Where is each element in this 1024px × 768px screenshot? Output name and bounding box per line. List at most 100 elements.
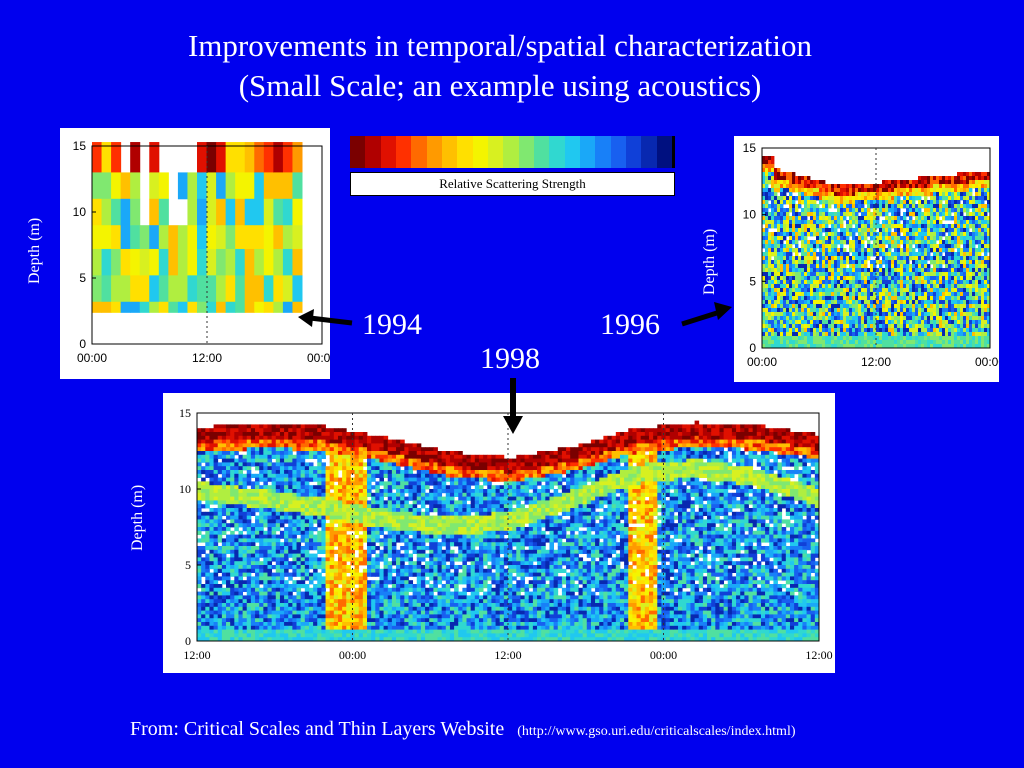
heatmap-cell — [936, 188, 940, 193]
heatmap-cell — [894, 212, 898, 217]
heatmap-cell — [927, 240, 931, 245]
heatmap-cell — [888, 276, 892, 281]
heatmap-cell — [792, 232, 796, 237]
heatmap-cell — [966, 292, 970, 297]
heatmap-cell — [810, 340, 814, 345]
heatmap-cell — [963, 224, 967, 229]
heatmap-cell — [313, 432, 318, 437]
heatmap-cell — [921, 212, 925, 217]
heatmap-cell — [786, 200, 790, 205]
heatmap-cell — [951, 236, 955, 241]
heatmap-cell — [296, 470, 302, 475]
heatmap-cell — [858, 328, 862, 333]
heatmap-cell — [221, 568, 227, 573]
heatmap-cell — [948, 176, 952, 181]
colorbar-swatch — [610, 136, 626, 168]
heatmap-cell — [939, 224, 943, 229]
heatmap-cell — [969, 272, 973, 277]
colorbar-swatch — [457, 136, 473, 168]
heatmap-cell — [840, 296, 844, 301]
heatmap-cell — [906, 196, 910, 201]
heatmap-cell — [819, 252, 823, 257]
heatmap-cell — [975, 260, 979, 265]
heatmap-cell — [762, 300, 766, 305]
heatmap-cell — [897, 288, 901, 293]
heatmap-cell — [849, 344, 853, 349]
heatmap-cell — [819, 308, 823, 313]
heatmap-cell — [828, 316, 832, 321]
heatmap-cell — [966, 312, 970, 317]
heatmap-cell — [300, 489, 306, 494]
heatmap-cell — [969, 172, 973, 177]
heatmap-cell — [888, 204, 892, 209]
heatmap-cell — [876, 184, 880, 189]
heatmap-cell — [234, 603, 239, 608]
heatmap-cell — [810, 264, 814, 269]
heatmap-cell — [870, 268, 874, 273]
heatmap-cell — [201, 466, 206, 471]
heatmap-cell — [304, 447, 310, 452]
heatmap-cell — [885, 232, 889, 237]
heatmap-cell — [197, 508, 202, 513]
heatmap-cell — [774, 208, 778, 213]
heatmap-cell — [855, 248, 859, 253]
heatmap-cell — [855, 260, 859, 265]
heatmap-cell — [226, 515, 231, 520]
heatmap-cell — [957, 296, 961, 301]
heatmap-cell — [906, 312, 910, 317]
heatmap-cell — [825, 256, 829, 261]
heatmap-cell — [792, 340, 796, 345]
heatmap-cell — [234, 481, 239, 486]
heatmap-cell — [921, 224, 925, 229]
heatmap-cell — [263, 568, 268, 573]
heatmap-cell — [867, 300, 871, 305]
heatmap-cell — [308, 599, 314, 604]
heatmap-cell — [246, 428, 252, 433]
heatmap-cell — [813, 340, 817, 345]
heatmap-cell — [230, 454, 235, 459]
heatmap-cell — [894, 188, 898, 193]
heatmap-cell — [882, 296, 886, 301]
heatmap-cell — [205, 606, 210, 611]
heatmap-cell — [963, 236, 967, 241]
heatmap-cell — [987, 276, 991, 281]
heatmap-cell — [783, 272, 787, 277]
heatmap-cell — [271, 508, 277, 513]
heatmap-cell — [900, 264, 904, 269]
heatmap-cell — [978, 344, 982, 349]
heatmap-cell — [221, 504, 227, 509]
heatmap-cell — [242, 580, 248, 585]
heatmap-cell — [317, 511, 322, 516]
heatmap-cell — [201, 546, 206, 551]
heatmap-cell — [915, 232, 919, 237]
heatmap-cell — [984, 324, 988, 329]
heatmap-cell — [250, 473, 256, 478]
heatmap-cell — [213, 489, 219, 494]
heatmap-cell — [903, 260, 907, 265]
heatmap-cell — [936, 192, 940, 197]
heatmap-cell — [217, 519, 223, 524]
heatmap-cell — [864, 276, 868, 281]
heatmap-cell — [209, 527, 214, 532]
heatmap-cell — [762, 208, 766, 213]
heatmap-cell — [284, 629, 289, 634]
heatmap-cell — [238, 565, 244, 570]
heatmap-cell — [948, 328, 952, 333]
heatmap-cell — [205, 443, 210, 448]
heatmap-cell — [213, 428, 219, 433]
heatmap-cell — [217, 500, 223, 505]
heatmap-cell — [963, 256, 967, 261]
heatmap-cell — [948, 232, 952, 237]
heatmap-cell — [894, 260, 898, 265]
heatmap-cell — [267, 572, 273, 577]
heatmap-cell — [831, 292, 835, 297]
heatmap-cell — [924, 200, 928, 205]
heatmap-cell — [226, 606, 231, 611]
heatmap-cell — [918, 184, 922, 189]
heatmap-cell — [954, 188, 958, 193]
heatmap-cell — [789, 196, 793, 201]
heatmap-cell — [966, 232, 970, 237]
heatmap-cell — [288, 515, 293, 520]
heatmap-cell — [942, 312, 946, 317]
heatmap-cell — [795, 332, 799, 337]
